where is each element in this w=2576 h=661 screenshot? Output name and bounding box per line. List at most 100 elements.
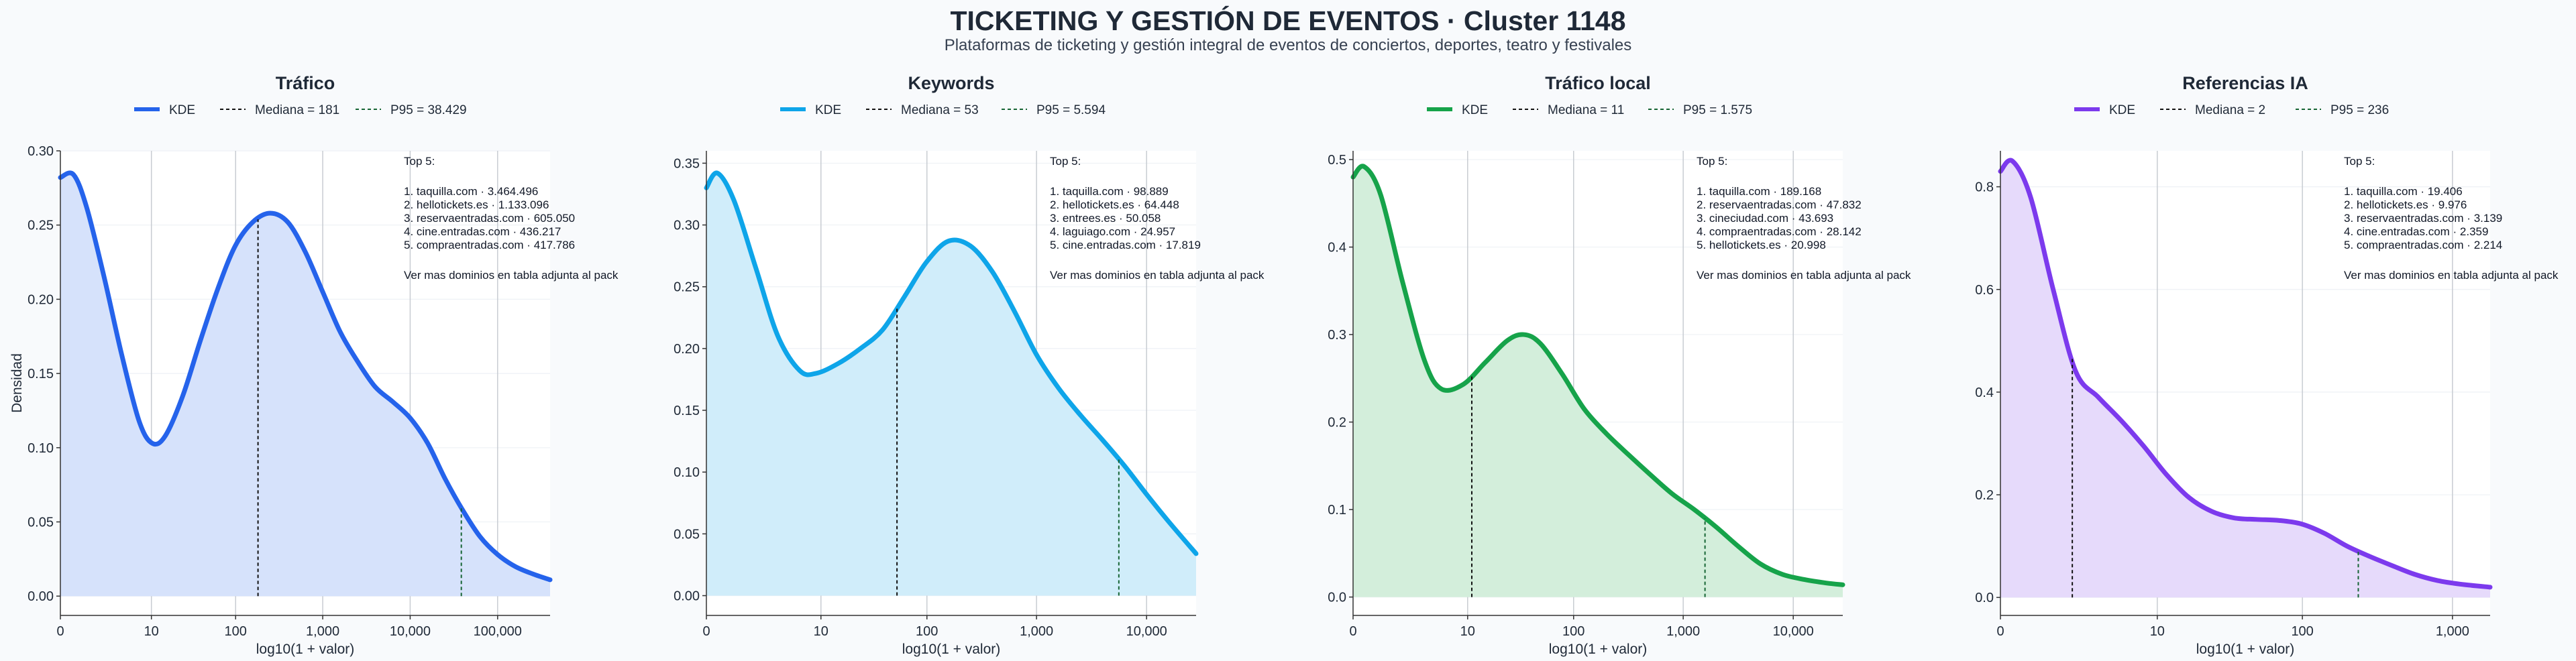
kde-line <box>704 170 1199 556</box>
x-tick-label: 0 <box>1349 624 1356 639</box>
x-tick-label: 0 <box>56 624 64 639</box>
chart-title: Keywords <box>908 73 994 93</box>
y-axis-label: Densidad <box>9 353 25 413</box>
kde-area <box>60 172 550 597</box>
x-tick-label: 10 <box>1460 624 1475 639</box>
y-tick-label: 0.05 <box>28 516 54 530</box>
top-list-item: 2. hellotickets.es · 64.448 <box>1050 198 1179 211</box>
kde-area <box>2000 160 2490 598</box>
x-tick-label: 100 <box>225 624 247 639</box>
y-tick-label: 0.4 <box>1328 241 1346 255</box>
y-tick-label: 0.25 <box>28 219 54 233</box>
legend-median-label: Mediana = 2 <box>2195 103 2265 117</box>
chart-panel-1: 0.00 0.05 0.10 0.15 0.20 0.25 0.30 0 10 100 1,000 1… <box>9 73 619 657</box>
y-tick-label: 0.0 <box>1328 591 1346 605</box>
top-list-footer: Ver mas dominios en tabla adjunta al pac… <box>1697 269 1911 282</box>
top-list-item: 4. compraentradas.com · 28.142 <box>1697 225 1862 238</box>
chart-title: Tráfico <box>276 73 335 93</box>
legend-kde-label: KDE <box>815 103 841 117</box>
kde-area <box>706 172 1196 596</box>
chart-title: Referencias IA <box>2182 73 2308 93</box>
top-list-item: 5. cine.entradas.com · 17.819 <box>1050 239 1201 251</box>
legend-kde-label: KDE <box>2109 103 2135 117</box>
top-list-item: 3. reservaentradas.com · 3.139 <box>2344 212 2502 225</box>
y-tick-label: 0.0 <box>1975 591 1994 605</box>
x-tick-label: 1,000 <box>1666 624 1700 639</box>
y-tick-label: 0.10 <box>28 441 54 456</box>
top-list-heading: Top 5: <box>1050 155 1081 168</box>
y-tick-label: 0.15 <box>28 367 54 381</box>
figure-title: TICKETING Y GESTIÓN DE EVENTOS · Cluster… <box>950 5 1626 36</box>
top-list-item: 5. hellotickets.es · 20.998 <box>1697 239 1826 251</box>
y-tick-label: 0.2 <box>1975 488 1994 503</box>
y-tick-label: 0.30 <box>28 144 54 159</box>
top-list-item: 2. hellotickets.es · 9.976 <box>2344 198 2467 211</box>
x-tick-label: 10,000 <box>1126 624 1167 639</box>
chart-panel-3: 0.0 0.1 0.2 0.3 0.4 0.5 0 10 100 1,000 10,000 log10… <box>1328 73 1911 657</box>
top-list-item: 2. hellotickets.es · 1.133.096 <box>404 198 549 211</box>
kde-line <box>58 170 553 583</box>
y-tick-label: 0.3 <box>1328 328 1346 343</box>
x-axis-label: log10(1 + valor) <box>1549 642 1648 657</box>
y-tick-label: 0.4 <box>1975 385 1994 400</box>
y-tick-label: 0.6 <box>1975 283 1994 298</box>
x-axis-label: log10(1 + valor) <box>902 642 1001 657</box>
x-tick-label: 1,000 <box>2436 624 2469 639</box>
top-list-item: 1. taquilla.com · 19.406 <box>2344 185 2463 198</box>
x-tick-label: 100 <box>2291 624 2313 639</box>
legend: KDE Mediana = 181 P95 = 38.429 <box>134 103 467 117</box>
y-tick-label: 0.2 <box>1328 416 1346 430</box>
y-tick-label: 0.8 <box>1975 180 1994 195</box>
x-tick-label: 100 <box>916 624 938 639</box>
legend-kde-label: KDE <box>169 103 195 117</box>
y-tick-label: 0.15 <box>674 404 700 418</box>
top-list-footer: Ver mas dominios en tabla adjunta al pac… <box>2344 269 2559 282</box>
y-tick-label: 0.20 <box>28 292 54 307</box>
x-tick-label: 10 <box>814 624 828 639</box>
kde-area <box>1353 166 1843 597</box>
top-list-item: 3. reservaentradas.com · 605.050 <box>404 212 575 225</box>
x-tick-label: 1,000 <box>1020 624 1053 639</box>
x-tick-label: 10 <box>2150 624 2165 639</box>
top-list-item: 3. entrees.es · 50.058 <box>1050 212 1161 225</box>
y-tick-label: 0.1 <box>1328 503 1346 518</box>
legend-median-label: Mediana = 53 <box>901 103 979 117</box>
legend-median-label: Mediana = 181 <box>255 103 339 117</box>
x-tick-label: 100 <box>1562 624 1585 639</box>
top-list-item: 1. taquilla.com · 98.889 <box>1050 185 1169 198</box>
legend-median-label: Mediana = 11 <box>1548 103 1624 117</box>
x-axis-label: log10(1 + valor) <box>256 642 355 657</box>
kde-line <box>1350 164 1845 587</box>
top-list-item: 2. reservaentradas.com · 47.832 <box>1697 198 1862 211</box>
top-list-item: 4. cine.entradas.com · 436.217 <box>404 225 561 238</box>
top-list-item: 1. taquilla.com · 189.168 <box>1697 185 1821 198</box>
top-list-item: 1. taquilla.com · 3.464.496 <box>404 185 538 198</box>
x-tick-label: 100,000 <box>474 624 522 639</box>
legend-p95-label: P95 = 38.429 <box>390 103 467 117</box>
x-tick-label: 1,000 <box>306 624 339 639</box>
top-list-heading: Top 5: <box>404 155 435 168</box>
x-axis-label: log10(1 + valor) <box>2196 642 2295 657</box>
top-list-footer: Ver mas dominios en tabla adjunta al pac… <box>404 269 619 282</box>
top-list-item: 4. cine.entradas.com · 2.359 <box>2344 225 2488 238</box>
legend: KDE Mediana = 11 P95 = 1.575 <box>1427 103 1752 117</box>
top-list-item: 4. laguiago.com · 24.957 <box>1050 225 1175 238</box>
legend-p95-label: P95 = 5.594 <box>1036 103 1106 117</box>
y-tick-label: 0.30 <box>674 219 700 233</box>
y-tick-label: 0.35 <box>674 156 700 171</box>
y-tick-label: 0.05 <box>674 527 700 542</box>
y-tick-label: 0.00 <box>28 589 54 604</box>
top-list-heading: Top 5: <box>2344 155 2375 168</box>
legend-p95-label: P95 = 1.575 <box>1683 103 1752 117</box>
legend-p95-label: P95 = 236 <box>2330 103 2389 117</box>
x-tick-label: 10 <box>144 624 159 639</box>
x-tick-label: 0 <box>1996 624 2004 639</box>
y-tick-label: 0.00 <box>674 589 700 604</box>
top-list-footer: Ver mas dominios en tabla adjunta al pac… <box>1050 269 1265 282</box>
top-list-item: 5. compraentradas.com · 2.214 <box>2344 239 2502 251</box>
